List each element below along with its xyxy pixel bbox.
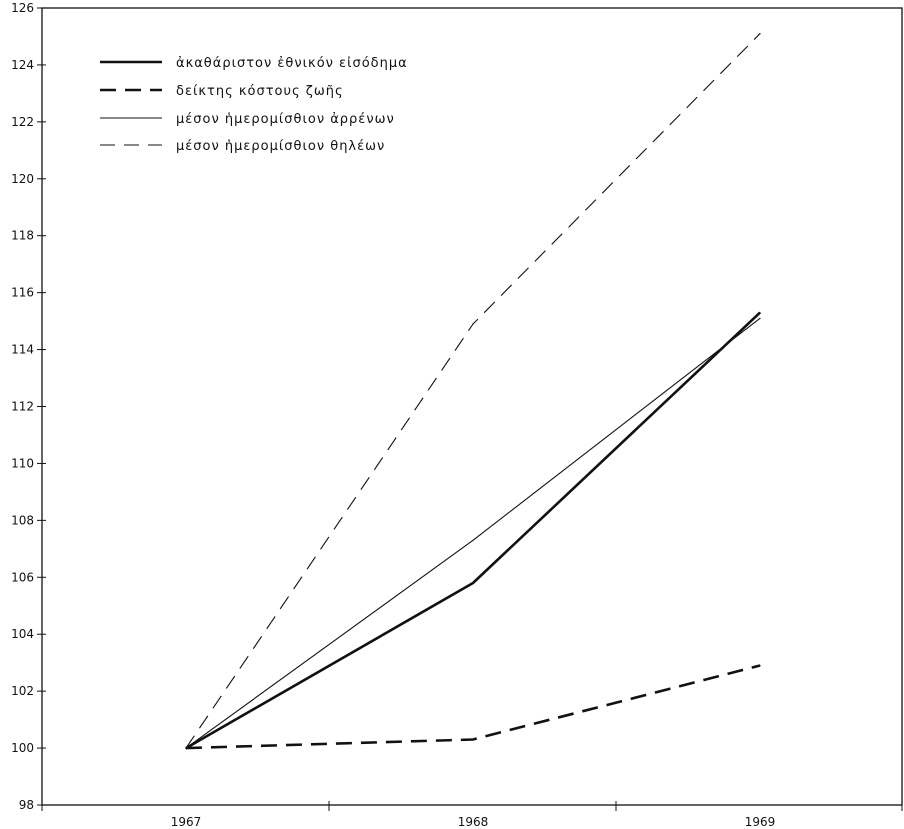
legend-label: ἀκαθάριστον ἐθνικόν εἰσόδημα: [176, 56, 408, 71]
data-point: [185, 747, 187, 749]
data-point: [472, 323, 474, 325]
x-axis-ticks: 1967 1968 1969: [41, 801, 903, 829]
y-tick-label: 124: [11, 58, 34, 72]
x-tick-label: 1967: [171, 815, 202, 829]
data-point: [759, 317, 761, 319]
data-point: [759, 664, 761, 667]
y-tick-label: 116: [11, 286, 34, 300]
data-point: [759, 312, 761, 314]
data-point: [472, 582, 474, 584]
y-tick-label: 126: [11, 1, 34, 15]
x-tick-label: 1968: [458, 815, 489, 829]
y-tick-label: 100: [11, 741, 34, 755]
y-tick-label: 106: [11, 570, 34, 584]
y-tick-label: 118: [11, 229, 34, 243]
legend-label: μέσον ἡμερομίσθιον ἀρρένων: [176, 112, 395, 127]
y-tick-label: 114: [11, 343, 34, 357]
series-line-2: [185, 664, 761, 750]
y-tick-label: 108: [11, 513, 34, 527]
y-tick-label: 102: [11, 684, 34, 698]
data-point: [472, 738, 474, 741]
series-lines: [185, 33, 761, 750]
data-point: [759, 33, 761, 35]
y-tick-label: 98: [19, 798, 34, 812]
series-line-3: [185, 317, 761, 749]
legend-label: δείκτης κόστους ζωῆς: [176, 84, 344, 99]
y-axis-ticks: 98 100 102 104 106 108 110 112 114 116 118 120 122 12…: [11, 1, 46, 812]
series-line-1: [185, 311, 761, 750]
y-tick-label: 120: [11, 172, 34, 186]
y-tick-label: 104: [11, 627, 34, 641]
plot-frame: [41, 7, 903, 806]
y-tick-label: 122: [11, 115, 34, 129]
legend: ἀκαθάριστον ἐθνικόν εἰσόδημα δείκτης κόστ…: [100, 56, 408, 154]
y-tick-label: 112: [11, 400, 34, 414]
legend-label: μέσον ἡμερομίσθιον θηλέων: [176, 139, 385, 154]
y-tick-label: 110: [11, 456, 34, 470]
chart-axes: [41, 7, 903, 806]
data-point: [472, 539, 474, 541]
x-tick-label: 1969: [745, 815, 776, 829]
